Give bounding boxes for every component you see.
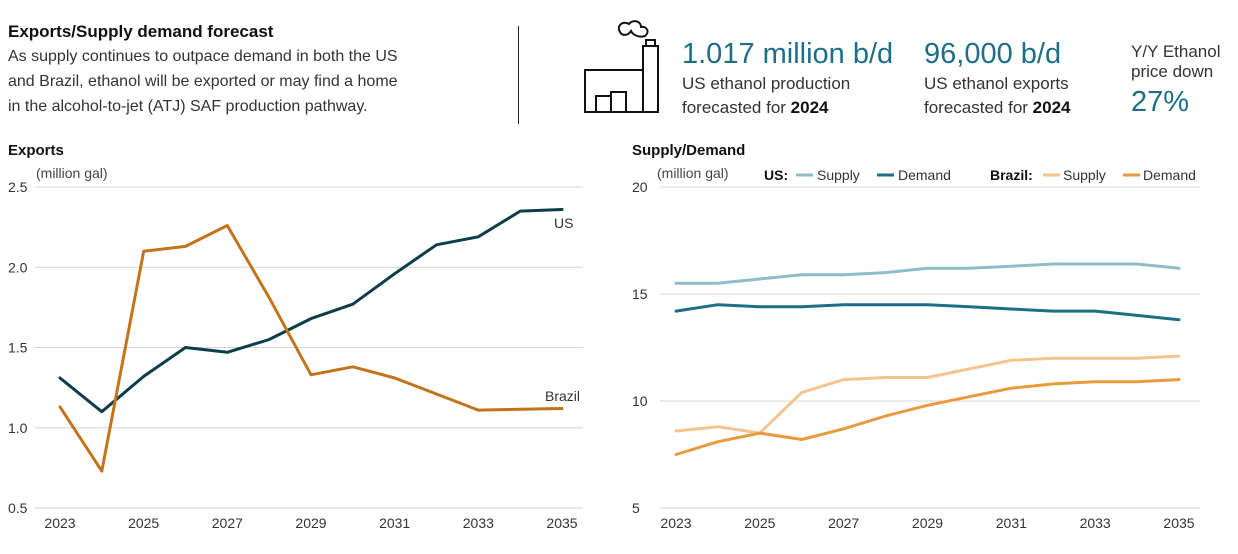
supply-demand-chart-title: Supply/Demand (632, 142, 745, 159)
exports-x-tick-label: 2029 (295, 515, 326, 531)
sd-y-tick-label: 5 (632, 500, 640, 516)
sd-line-us-supply (674, 262, 1181, 285)
sd-x-tick-label: 2027 (828, 515, 859, 531)
supply-demand-x-ticks: 2023 2025 2027 2029 2031 2033 2035 (660, 515, 1194, 531)
series-label-us: US (554, 215, 573, 231)
exports-x-ticks: 2023 2025 2027 2029 2031 2033 2035 (44, 515, 577, 531)
exports-x-tick-label: 2023 (44, 515, 75, 531)
legend-us-demand: Demand (898, 167, 951, 183)
sd-line-brazil-demand (674, 378, 1181, 456)
stat-production-value: 1.017 million b/d (682, 38, 894, 70)
sd-x-tick-label: 2025 (744, 515, 775, 531)
sd-y-tick-label: 20 (632, 179, 648, 195)
stat-exports-value: 96,000 b/d (924, 38, 1062, 70)
exports-y-tick-label: 2.5 (8, 179, 28, 195)
legend-br-demand: Demand (1143, 167, 1196, 183)
intro-line-2: and Brazil, ethanol will be exported or … (8, 73, 398, 90)
intro-line-1: As supply continues to outpace demand in… (8, 48, 398, 65)
stat-price-value: 27% (1131, 86, 1190, 118)
supply-demand-series (674, 262, 1181, 456)
exports-line-brazil (58, 224, 564, 473)
exports-gridlines (35, 186, 583, 509)
exports-line-us (58, 208, 564, 414)
exports-y-tick-label: 2.0 (8, 259, 28, 275)
exports-y-unit: (million gal) (36, 165, 108, 181)
exports-y-tick-label: 0.5 (8, 500, 28, 516)
supply-demand-y-unit: (million gal) (657, 165, 729, 181)
sd-y-tick-label: 10 (632, 393, 648, 409)
exports-y-ticks: 0.5 1.0 1.5 2.0 2.5 (8, 179, 28, 516)
exports-chart: Exports (million gal) 0.5 1.0 1.5 2.0 2.5 20… (8, 142, 583, 531)
exports-series (58, 208, 564, 473)
exports-x-tick-label: 2025 (128, 515, 159, 531)
stat-production-line2: forecasted for 2024 (682, 98, 829, 117)
header-divider (518, 26, 519, 124)
supply-demand-chart: Supply/Demand (million gal) 5 10 15 20 2023… (632, 142, 1200, 531)
supply-demand-legend: US: Supply Demand Brazil: Supply Demand (764, 167, 1196, 183)
supply-demand-gridlines (660, 186, 1200, 509)
stat-exports-line2: forecasted for 2024 (924, 98, 1071, 117)
sd-x-tick-label: 2035 (1163, 515, 1194, 531)
sd-line-brazil-supply (674, 354, 1181, 435)
series-label-brazil: Brazil (545, 388, 580, 404)
sd-x-tick-label: 2031 (996, 515, 1027, 531)
sd-x-tick-label: 2033 (1080, 515, 1111, 531)
factory-icon (584, 20, 659, 113)
exports-x-tick-label: 2035 (546, 515, 577, 531)
page-title: Exports/Supply demand forecast (8, 22, 274, 41)
supply-demand-y-ticks: 5 10 15 20 (632, 179, 648, 516)
legend-br-supply: Supply (1063, 167, 1106, 183)
sd-x-tick-label: 2029 (912, 515, 943, 531)
exports-x-tick-label: 2027 (212, 515, 243, 531)
legend-group-us: US: (764, 167, 788, 183)
stat-exports-line1: US ethanol exports (924, 74, 1069, 93)
legend-us-supply: Supply (817, 167, 860, 183)
stat-production-line1: US ethanol production (682, 74, 851, 93)
sd-x-tick-label: 2023 (660, 515, 691, 531)
sd-line-us-demand (674, 303, 1181, 322)
exports-x-tick-label: 2033 (463, 515, 494, 531)
exports-y-tick-label: 1.5 (8, 340, 28, 356)
exports-x-tick-label: 2031 (379, 515, 410, 531)
exports-y-tick-label: 1.0 (8, 420, 28, 436)
legend-group-brazil: Brazil: (990, 167, 1033, 183)
intro-line-3: in the alcohol-to-jet (ATJ) SAF producti… (8, 98, 368, 115)
exports-chart-title: Exports (8, 142, 64, 159)
stat-price-label: Y/Y Ethanol price down (1131, 42, 1221, 81)
sd-y-tick-label: 15 (632, 286, 648, 302)
